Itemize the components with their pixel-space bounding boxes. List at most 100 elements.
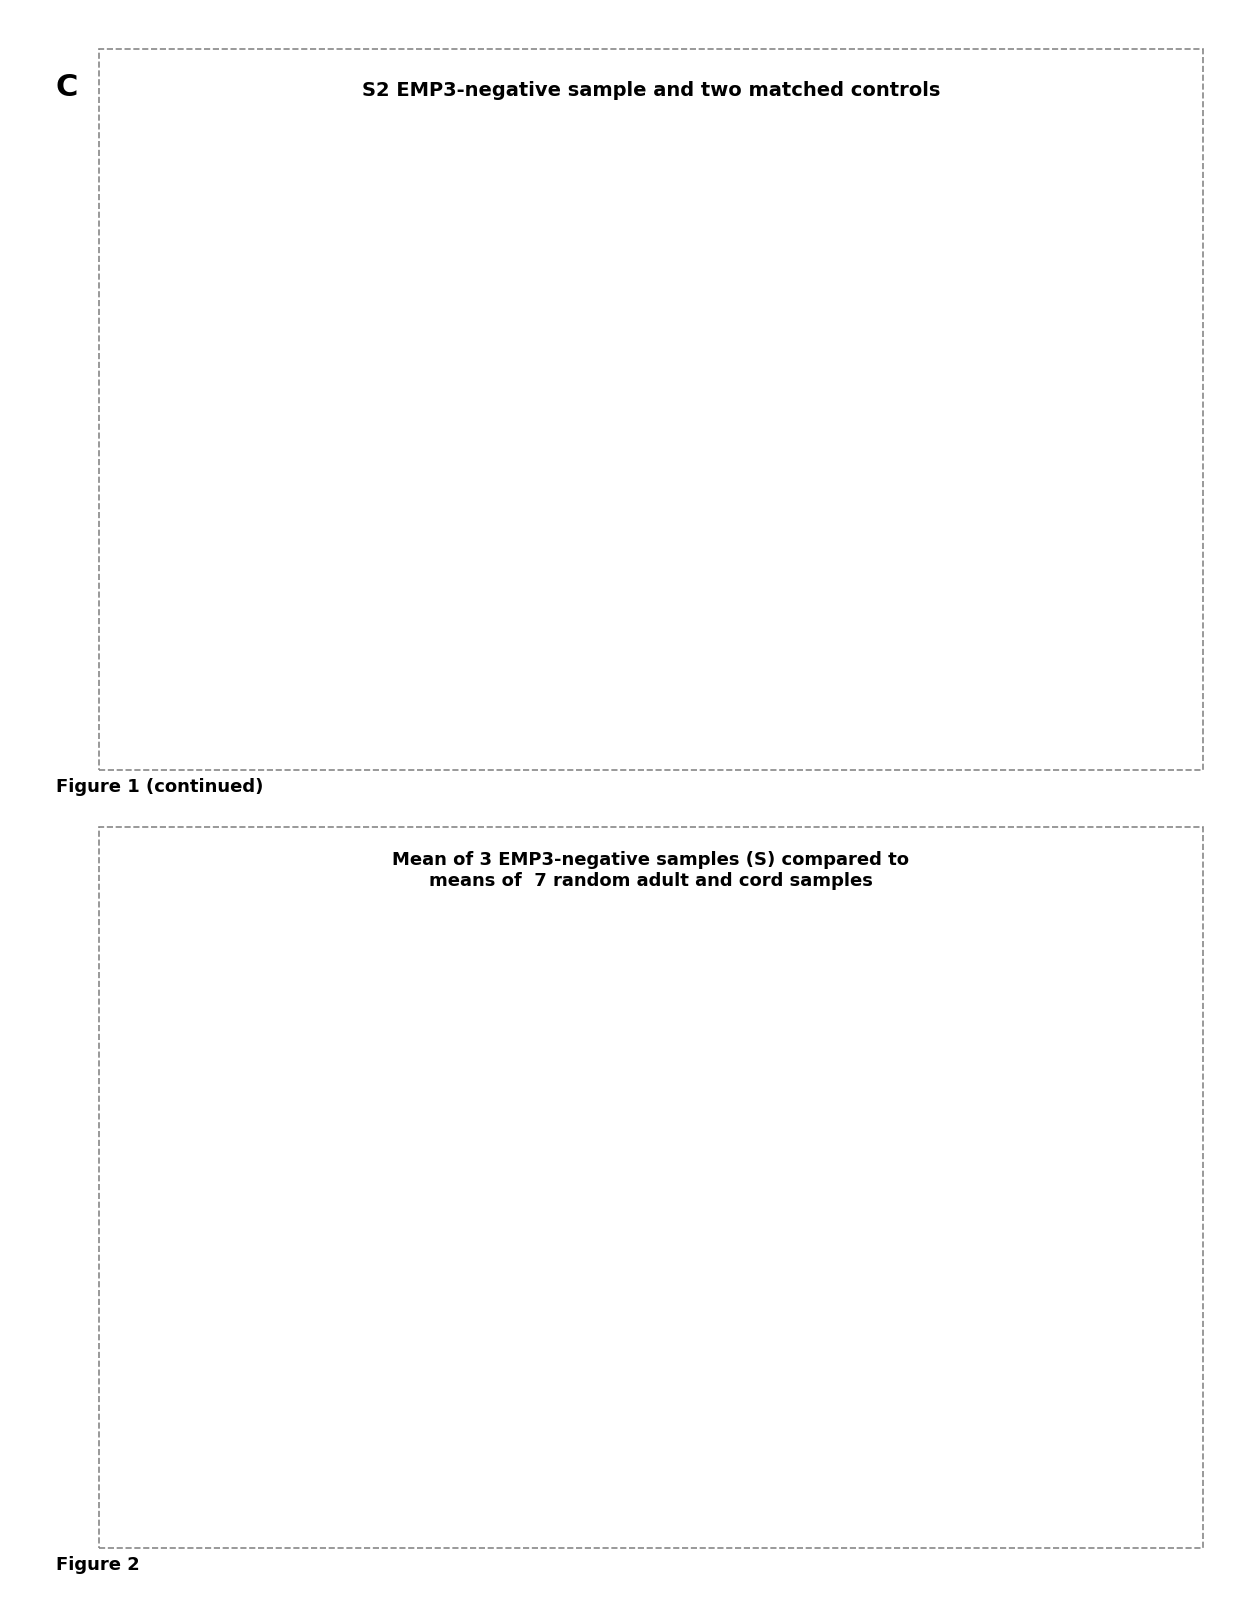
C2(S2) [807, 618, 822, 637]
S mean (n=3) [274, 1425, 289, 1444]
C2(S2) [451, 647, 466, 666]
Y-axis label: Cumulative fold increase: Cumulative fold increase [126, 287, 141, 499]
S2 [381, 647, 396, 666]
S2 [665, 339, 680, 358]
Mean adult (n=7) [737, 1350, 751, 1370]
C2(S2) [487, 645, 502, 665]
C1(S2) [914, 506, 929, 525]
C2(S2) [558, 640, 573, 660]
S2 [914, 233, 929, 253]
S mean (n=3) [558, 1415, 573, 1435]
Line: Mean cord (n=7): Mean cord (n=7) [208, 1358, 960, 1438]
C2(S2) [274, 647, 289, 666]
Mean adult (n=7) [949, 1394, 963, 1414]
C1(S2) [274, 647, 289, 666]
C1(S2) [451, 647, 466, 666]
S2 [346, 647, 361, 666]
Line: Mean adult (n=7): Mean adult (n=7) [208, 1358, 960, 1438]
Mean cord (n=7) [842, 1370, 857, 1389]
C1(S2) [842, 483, 857, 503]
C1(S2) [346, 647, 361, 666]
S mean (n=3) [771, 1054, 786, 1073]
S2 [949, 345, 963, 365]
Mean adult (n=7) [558, 1401, 573, 1420]
Mean cord (n=7) [239, 1425, 254, 1444]
S mean (n=3) [346, 1425, 361, 1444]
C1(S2) [807, 475, 822, 494]
S2 [558, 498, 573, 517]
Mean adult (n=7) [417, 1425, 432, 1444]
X-axis label: Days in culture: Days in culture [531, 1464, 672, 1482]
Line: S mean (n=3): S mean (n=3) [208, 974, 960, 1438]
C2(S2) [346, 647, 361, 666]
S2 [701, 287, 715, 306]
S2 [274, 647, 289, 666]
S mean (n=3) [203, 1425, 218, 1444]
C2(S2) [665, 626, 680, 645]
C2(S2) [523, 644, 538, 663]
C2(S2) [594, 635, 609, 655]
C1(S2) [558, 614, 573, 634]
S mean (n=3) [949, 1060, 963, 1080]
C2(S2) [381, 647, 396, 666]
S2 [310, 647, 325, 666]
Mean cord (n=7) [771, 1357, 786, 1376]
Line: C1(S2): C1(S2) [208, 473, 959, 658]
C2(S2) [878, 619, 893, 639]
Mean cord (n=7) [594, 1388, 609, 1407]
C1(S2) [487, 642, 502, 661]
Text: Figure 1 (continued): Figure 1 (continued) [56, 778, 263, 796]
Mean adult (n=7) [523, 1415, 538, 1435]
S mean (n=3) [239, 1425, 254, 1444]
Mean cord (n=7) [558, 1404, 573, 1423]
Mean cord (n=7) [878, 1375, 893, 1394]
Mean adult (n=7) [239, 1425, 254, 1444]
Mean adult (n=7) [346, 1425, 361, 1444]
C2(S2) [417, 647, 432, 666]
C1(S2) [949, 519, 963, 538]
C2(S2) [737, 619, 751, 639]
Mean cord (n=7) [737, 1352, 751, 1371]
S mean (n=3) [737, 982, 751, 1002]
Mean cord (n=7) [203, 1425, 218, 1444]
Mean adult (n=7) [594, 1384, 609, 1404]
C2(S2) [203, 647, 218, 666]
S mean (n=3) [807, 1063, 822, 1083]
C1(S2) [771, 465, 786, 485]
C1(S2) [239, 647, 254, 666]
Mean cord (n=7) [381, 1425, 396, 1444]
Legend: S2, C1(S2), C2(S2): S2, C1(S2), C2(S2) [1014, 269, 1126, 336]
S2 [487, 585, 502, 605]
C2(S2) [630, 631, 645, 650]
S mean (n=3) [914, 1094, 929, 1114]
S2 [417, 647, 432, 666]
S mean (n=3) [523, 1422, 538, 1441]
Mean adult (n=7) [771, 1357, 786, 1376]
Mean adult (n=7) [807, 1363, 822, 1383]
Mean adult (n=7) [381, 1425, 396, 1444]
S mean (n=3) [310, 1425, 325, 1444]
Y-axis label: Cumulative fold increase: Cumulative fold increase [126, 1081, 141, 1294]
Mean adult (n=7) [451, 1425, 466, 1444]
S mean (n=3) [487, 1423, 502, 1443]
C1(S2) [878, 494, 893, 514]
S mean (n=3) [878, 1084, 893, 1104]
Text: Figure 2: Figure 2 [56, 1556, 140, 1574]
C1(S2) [523, 632, 538, 652]
C2(S2) [914, 621, 929, 640]
Mean adult (n=7) [487, 1422, 502, 1441]
Line: S2: S2 [208, 188, 960, 660]
Mean cord (n=7) [346, 1425, 361, 1444]
X-axis label: Days in culture: Days in culture [531, 686, 672, 704]
Mean cord (n=7) [523, 1417, 538, 1436]
S2 [451, 647, 466, 666]
Mean adult (n=7) [878, 1375, 893, 1394]
S mean (n=3) [381, 1425, 396, 1444]
Mean cord (n=7) [807, 1363, 822, 1383]
Mean adult (n=7) [842, 1370, 857, 1389]
S2 [630, 400, 645, 420]
S2 [737, 251, 751, 271]
Mean cord (n=7) [451, 1425, 466, 1444]
S mean (n=3) [701, 968, 715, 987]
C1(S2) [737, 477, 751, 496]
